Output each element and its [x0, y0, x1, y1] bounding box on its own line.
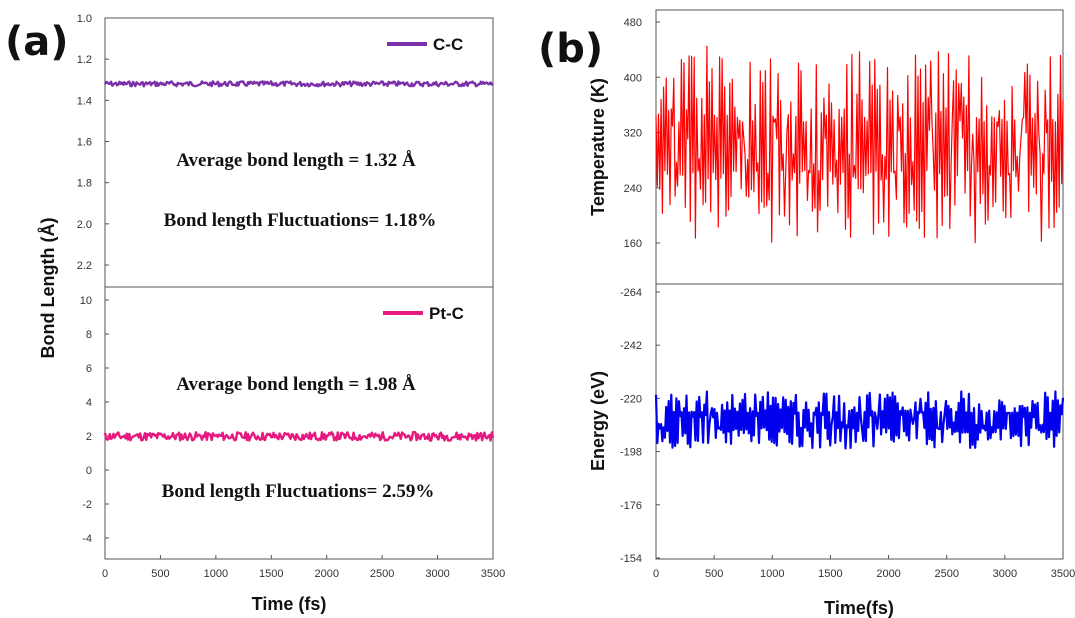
ytick-label-b-top: 320	[624, 128, 642, 140]
ytick-label-b-top: 400	[624, 72, 642, 84]
ytick-label-a-top: 1.0	[77, 13, 92, 25]
xtick-label-a-bottom: 3500	[481, 568, 505, 580]
series-line-a-bottom	[103, 430, 495, 442]
ylabel-bond-length: Bond Length (Å)	[38, 218, 58, 359]
ytick-label-b-bottom: -264	[620, 287, 642, 299]
legend-label-cc: C-C	[433, 35, 463, 54]
ytick-label-a-bottom: 6	[86, 363, 92, 375]
ytick-label-b-bottom: -154	[620, 553, 642, 565]
ytick-label-b-bottom: -176	[620, 500, 642, 512]
xtick-label-b-bottom: 1000	[760, 568, 784, 580]
ytick-label-b-top: 160	[624, 238, 642, 250]
xlabel-b: Time(fs)	[824, 598, 894, 618]
ytick-label-a-bottom: 2	[86, 431, 92, 443]
ytick-label-b-top: 240	[624, 183, 642, 195]
xtick-label-b-bottom: 2000	[876, 568, 900, 580]
ytick-label-a-bottom: 0	[86, 465, 92, 477]
ytick-label-a-bottom: -4	[82, 533, 92, 545]
ytick-label-a-bottom: -2	[82, 499, 92, 511]
xtick-label-b-bottom: 3500	[1051, 568, 1075, 580]
xtick-label-a-bottom: 1000	[204, 568, 228, 580]
ytick-label-a-top: 1.4	[77, 95, 92, 107]
xtick-label-a-bottom: 500	[151, 568, 169, 580]
ytick-label-a-top: 2.2	[77, 260, 92, 272]
xtick-label-b-bottom: 3000	[993, 568, 1017, 580]
xtick-label-a-bottom: 0	[102, 568, 108, 580]
ytick-label-a-bottom: 8	[86, 329, 92, 341]
xtick-label-a-bottom: 3000	[425, 568, 449, 580]
ylabel-energy: Energy (eV)	[588, 371, 608, 471]
annotation-cc-fluctuation: Bond length Fluctuations= 1.18%	[164, 210, 437, 231]
xlabel-a: Time (fs)	[252, 594, 327, 614]
xtick-label-a-bottom: 1500	[259, 568, 283, 580]
legend-label-ptc: Pt-C	[429, 304, 464, 323]
ytick-label-b-bottom: -220	[620, 393, 642, 405]
panel-label-a: (a)	[5, 19, 69, 65]
xtick-label-b-bottom: 500	[705, 568, 723, 580]
series-line-a-top	[103, 80, 494, 88]
ytick-label-a-top: 1.8	[77, 178, 92, 190]
ytick-label-b-bottom: -198	[620, 447, 642, 459]
xtick-label-a-bottom: 2000	[314, 568, 338, 580]
ytick-label-a-top: 1.6	[77, 137, 92, 149]
series-line-b-bottom	[654, 390, 1065, 450]
annotation-ptc-fluctuation: Bond length Fluctuations= 2.59%	[162, 481, 435, 502]
ytick-label-b-bottom: -242	[620, 340, 642, 352]
series-line-b-top	[655, 45, 1064, 244]
ytick-label-a-top: 2.0	[77, 219, 92, 231]
xtick-label-b-bottom: 0	[653, 568, 659, 580]
ytick-label-a-bottom: 4	[86, 397, 92, 409]
ytick-label-a-bottom: 10	[80, 295, 92, 307]
xtick-label-a-bottom: 2500	[370, 568, 394, 580]
annotation-cc-average: Average bond length = 1.32 Å	[176, 150, 416, 171]
ytick-label-b-top: 480	[624, 17, 642, 29]
ylabel-temperature: Temperature (K)	[588, 78, 608, 216]
plot-frame-ptc	[104, 286, 494, 560]
xtick-label-b-bottom: 1500	[818, 568, 842, 580]
ytick-label-a-top: 1.2	[77, 54, 92, 66]
panel-label-b: (b)	[538, 26, 603, 72]
xtick-label-b-bottom: 2500	[934, 568, 958, 580]
annotation-ptc-average: Average bond length = 1.98 Å	[176, 374, 416, 395]
